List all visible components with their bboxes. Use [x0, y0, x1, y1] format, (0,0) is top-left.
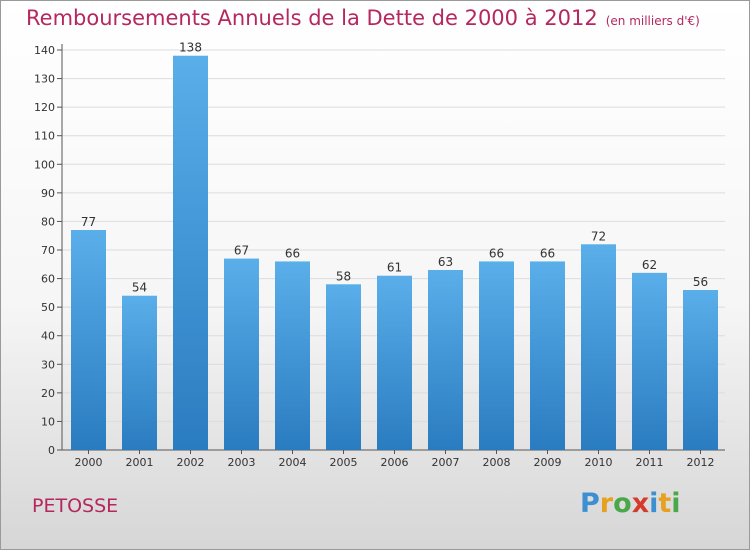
x-tick-label: 2008 — [483, 456, 511, 469]
bar-value-label: 138 — [179, 41, 202, 55]
x-tick-label: 2010 — [585, 456, 613, 469]
chart-subtitle: (en milliers d'€) — [605, 14, 700, 28]
x-tick-label: 2004 — [279, 456, 307, 469]
x-tick-label: 2005 — [330, 456, 358, 469]
bar — [71, 230, 106, 450]
commune-name: PETOSSE — [32, 495, 119, 517]
x-tick-label: 2012 — [687, 456, 715, 469]
y-tick-label: 70 — [41, 244, 55, 257]
y-tick-label: 120 — [34, 101, 55, 114]
bar — [683, 290, 718, 450]
bar-value-label: 62 — [642, 258, 657, 272]
y-tick-label: 110 — [34, 130, 55, 143]
y-tick-label: 40 — [41, 330, 55, 343]
proxiti-logo: Proxiti — [580, 488, 681, 519]
logo-letter: t — [658, 488, 672, 519]
y-tick-label: 100 — [34, 158, 55, 171]
bar-value-label: 63 — [438, 255, 453, 269]
bar — [377, 275, 412, 450]
bar-value-label: 67 — [234, 244, 249, 258]
bar — [632, 272, 667, 450]
x-tick-label: 2002 — [177, 456, 205, 469]
logo-letter: i — [649, 488, 659, 519]
y-tick-label: 90 — [41, 187, 55, 200]
bar — [581, 244, 616, 450]
bar-value-label: 61 — [387, 261, 402, 275]
y-tick-label: 0 — [48, 444, 55, 457]
bar — [326, 284, 361, 450]
logo-letter: P — [580, 488, 600, 519]
x-tick-label: 2001 — [126, 456, 154, 469]
x-tick-label: 2011 — [636, 456, 664, 469]
chart-title-text: Remboursements Annuels de la Dette de 20… — [26, 6, 598, 30]
bar-value-label: 66 — [285, 246, 300, 260]
y-tick-label: 30 — [41, 358, 55, 371]
bar — [224, 258, 259, 450]
bar-value-label: 54 — [132, 281, 147, 295]
bar — [275, 261, 310, 450]
bar-value-label: 72 — [591, 229, 606, 243]
logo-letter: x — [631, 488, 650, 519]
y-tick-label: 10 — [41, 415, 55, 428]
y-tick-label: 130 — [34, 73, 55, 86]
chart-title: Remboursements Annuels de la Dette de 20… — [26, 6, 700, 30]
bar — [530, 261, 565, 450]
y-tick-label: 80 — [41, 215, 55, 228]
bar-value-label: 66 — [540, 246, 555, 260]
logo-letter: i — [671, 488, 681, 519]
y-tick-label: 50 — [41, 301, 55, 314]
bar-value-label: 58 — [336, 269, 351, 283]
bar-value-label: 66 — [489, 246, 504, 260]
logo-letter: o — [613, 488, 632, 519]
x-tick-label: 2000 — [75, 456, 103, 469]
logo-letter: r — [599, 488, 614, 519]
x-tick-label: 2009 — [534, 456, 562, 469]
bar — [122, 295, 157, 450]
bar-value-label: 77 — [81, 215, 96, 229]
bar-value-label: 56 — [693, 275, 708, 289]
x-tick-label: 2006 — [381, 456, 409, 469]
x-tick-label: 2003 — [228, 456, 256, 469]
y-tick-label: 140 — [34, 44, 55, 57]
bar — [173, 55, 208, 450]
y-tick-label: 20 — [41, 387, 55, 400]
x-tick-label: 2007 — [432, 456, 460, 469]
y-tick-label: 60 — [41, 273, 55, 286]
bar — [428, 270, 463, 450]
bar — [479, 261, 514, 450]
